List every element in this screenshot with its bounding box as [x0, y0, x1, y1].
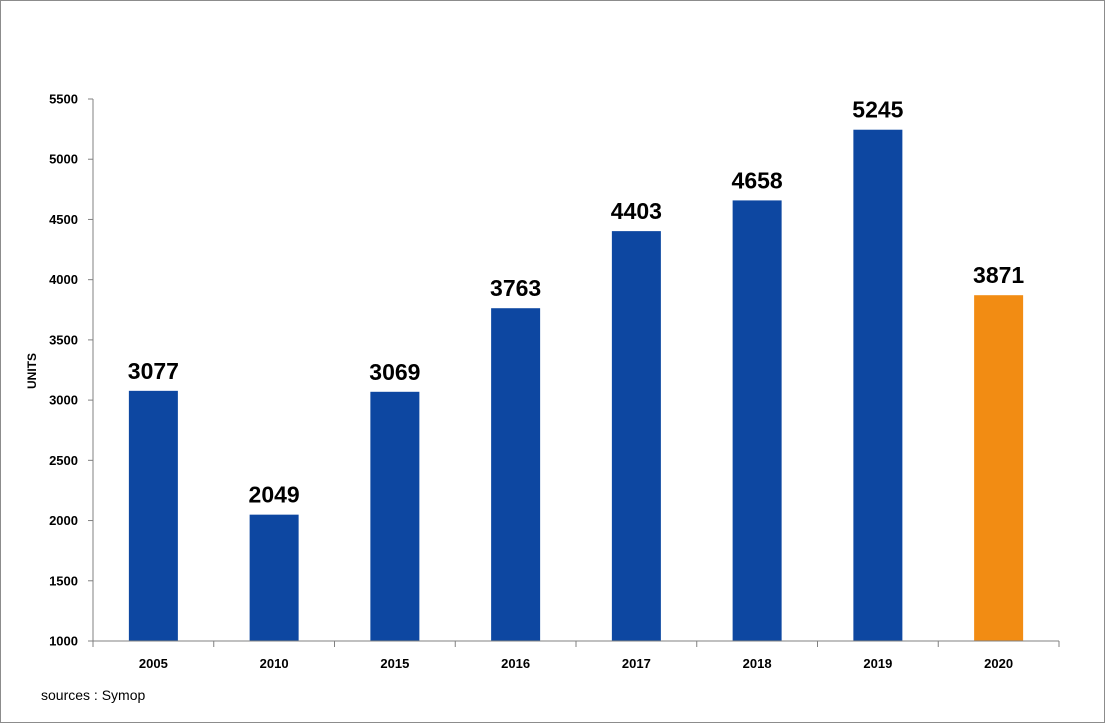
x-tick-label-2019: 2019: [863, 656, 892, 671]
bar-2018: [732, 200, 782, 641]
source-note: sources : Symop: [41, 687, 146, 703]
data-label-2018: 4658: [732, 167, 783, 193]
bar-2010: [249, 514, 299, 641]
x-tick-label-2017: 2017: [622, 656, 651, 671]
x-tick-label-2020: 2020: [984, 656, 1013, 671]
data-label-2005: 3077: [128, 358, 179, 384]
x-tick-label-2015: 2015: [380, 656, 409, 671]
y-tick-label-5500: 5500: [49, 92, 78, 107]
data-labels-layer: 3077 2049 3069 3763 4403 4658 5245 3871: [128, 97, 1025, 508]
bar-2020: [974, 295, 1024, 641]
y-tick-label-3000: 3000: [49, 393, 78, 408]
y-tick-label-1500: 1500: [49, 573, 78, 588]
bar-2017: [611, 231, 661, 641]
data-label-2019: 5245: [852, 97, 903, 123]
data-label-2020: 3871: [973, 262, 1024, 288]
bar-2005: [128, 390, 178, 641]
y-tick-label-1000: 1000: [49, 634, 78, 649]
x-tick-label-2010: 2010: [260, 656, 289, 671]
y-tick-label-3500: 3500: [49, 332, 78, 347]
y-axis-title: UNITS: [25, 353, 39, 389]
data-label-2017: 4403: [611, 198, 662, 224]
y-tick-label-5000: 5000: [49, 152, 78, 167]
bars-layer: [128, 129, 1024, 642]
x-tick-label-2018: 2018: [743, 656, 772, 671]
axes-layer: 2005 2010 2015 2016 2017 2018 2019 2020 1000 1500…: [49, 92, 1060, 671]
y-tick-label-4000: 4000: [49, 272, 78, 287]
data-label-2010: 2049: [249, 482, 300, 508]
x-tick-label-2005: 2005: [139, 656, 168, 671]
x-tick-label-2016: 2016: [501, 656, 530, 671]
bar-2019: [853, 129, 903, 642]
y-tick-label-4500: 4500: [49, 212, 78, 227]
bar-2016: [491, 308, 541, 641]
data-label-2016: 3763: [490, 275, 541, 301]
bar-2015: [370, 391, 420, 641]
y-tick-label-2000: 2000: [49, 513, 78, 528]
y-tick-label-2500: 2500: [49, 453, 78, 468]
data-label-2015: 3069: [369, 359, 420, 385]
